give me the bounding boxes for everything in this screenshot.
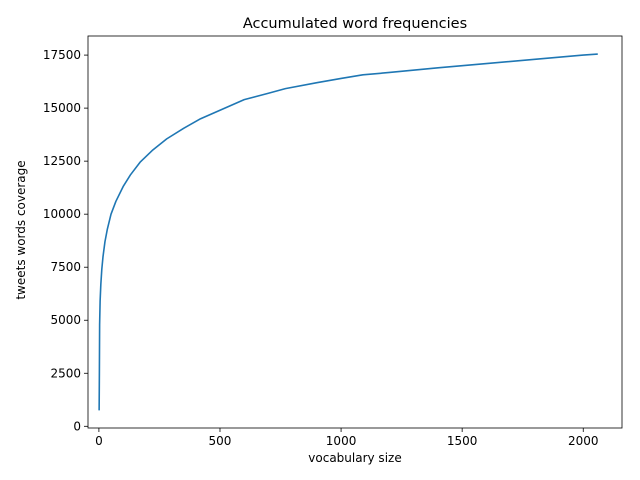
x-tick-label-0: 0 [95, 434, 103, 448]
y-tick-label-2500: 2500 [50, 366, 81, 380]
plot-frame [87, 35, 623, 429]
y-tick-label-10000: 10000 [43, 207, 81, 221]
x-tick-label-1500: 1500 [447, 434, 478, 448]
y-axis-label: tweets words coverage [14, 160, 28, 299]
x-tick-label-500: 500 [209, 434, 232, 448]
y-tick-label-7500: 7500 [50, 260, 81, 274]
y-tick-label-17500: 17500 [43, 48, 81, 62]
y-tick-label-0: 0 [73, 419, 81, 433]
series-line-0 [98, 53, 598, 411]
chart-title: Accumulated word frequencies [243, 16, 467, 32]
x-tick-label-2000: 2000 [568, 434, 599, 448]
plot-area: 0 500 1000 1500 2000 0 2500 5000 7500 10000 12500 1… [43, 35, 623, 448]
y-tick-label-15000: 15000 [43, 101, 81, 115]
x-tick-label-1000: 1000 [326, 434, 357, 448]
y-tick-label-12500: 12500 [43, 154, 81, 168]
x-axis-label: vocabulary size [308, 451, 401, 465]
y-tick-label-5000: 5000 [50, 313, 81, 327]
